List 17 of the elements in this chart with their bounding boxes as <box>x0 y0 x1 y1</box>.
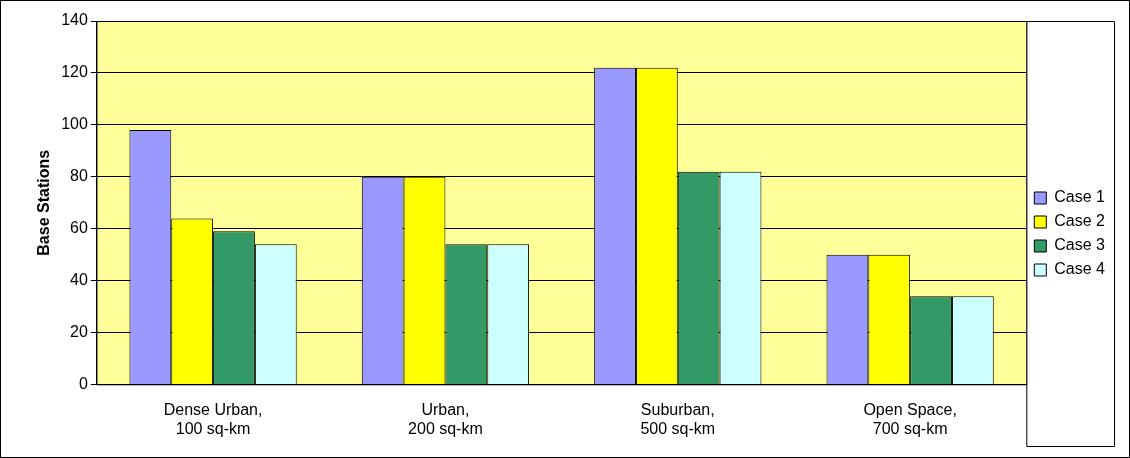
y-tick-label: 40 <box>70 271 88 289</box>
y-tick-label: 120 <box>61 63 88 81</box>
x-tick-label: Suburban, 500 sq-km <box>640 400 716 437</box>
y-tick-label: 60 <box>70 219 88 237</box>
legend-label: Case 2 <box>1054 212 1106 230</box>
legend-label: Case 3 <box>1054 236 1106 254</box>
y-tick-label: 0 <box>78 375 88 393</box>
x-tick-label: Dense Urban, 100 sq-km <box>163 400 263 437</box>
y-tick-label: 100 <box>61 115 88 133</box>
x-tick-label: Urban, 200 sq-km <box>408 400 483 437</box>
legend-label: Case 4 <box>1054 260 1106 278</box>
y-axis-title: Base Stations <box>35 149 53 256</box>
y-tick-label: 140 <box>61 11 88 29</box>
legend-label: Case 1 <box>1054 188 1106 206</box>
y-tick-label: 80 <box>70 167 88 185</box>
x-tick-label: Open Space, 700 sq-km <box>863 400 957 437</box>
y-tick-label: 20 <box>70 323 88 341</box>
